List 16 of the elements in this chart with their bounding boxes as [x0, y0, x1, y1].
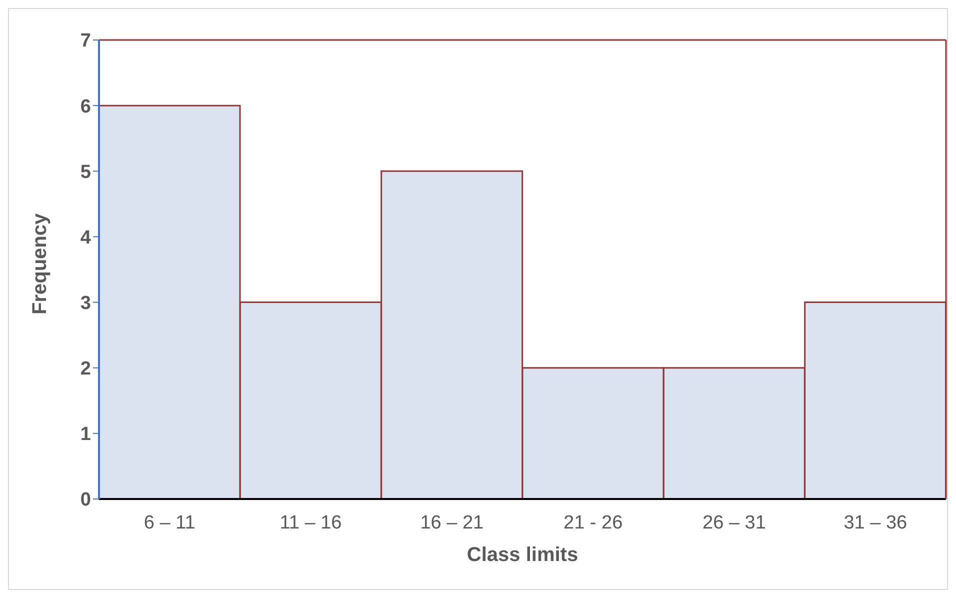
x-tick-label: 21 - 26: [564, 512, 623, 534]
y-tick-label: 6: [80, 96, 91, 118]
x-axis-title: Class limits: [466, 544, 578, 566]
y-axis-title: Frequency: [29, 212, 52, 314]
x-tick-label: 11 – 16: [280, 512, 342, 534]
x-tick-label: 26 – 31: [702, 512, 766, 534]
y-tick-label: 2: [80, 358, 91, 380]
x-tick-label: 6 – 11: [144, 512, 196, 534]
x-tick-label: 16 – 21: [420, 512, 484, 534]
y-tick-label: 4: [80, 227, 92, 248]
y-tick-label: 0: [80, 490, 91, 511]
y-tick-label: 1: [80, 424, 92, 446]
x-tick-label: 31 – 36: [844, 512, 908, 534]
y-tick-label: 5: [80, 162, 92, 183]
y-tick-label: 3: [80, 293, 91, 314]
y-tick-label: 7: [80, 30, 91, 52]
